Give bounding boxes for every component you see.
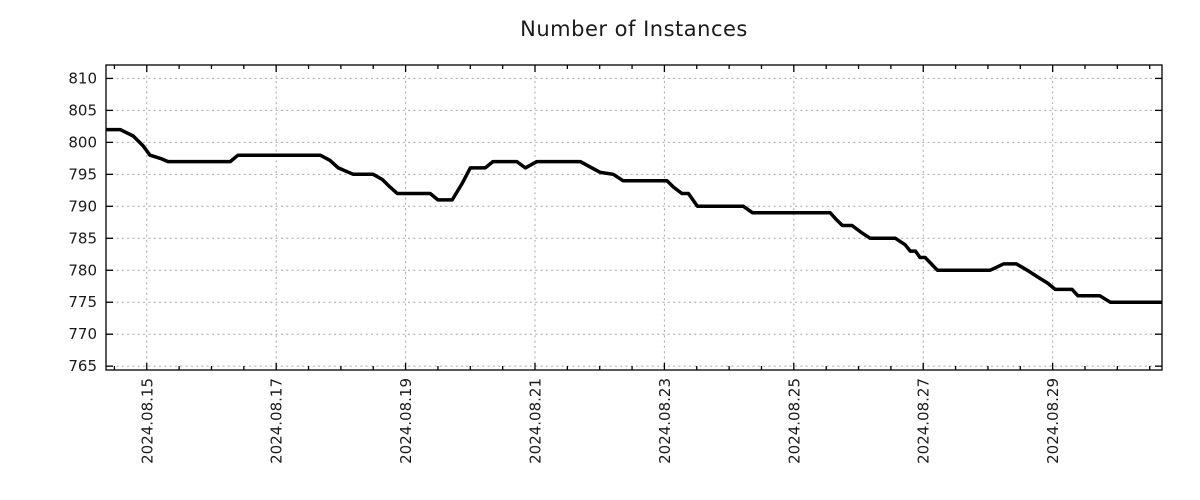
y-tick-label: 775 (68, 293, 97, 311)
x-tick-label: 2024.08.19 (397, 378, 415, 464)
y-tick-label: 800 (68, 133, 97, 151)
y-tick-label: 770 (68, 325, 97, 343)
y-tick-label: 790 (68, 197, 97, 215)
plot-border (105, 64, 1163, 371)
y-tick-label: 765 (68, 357, 97, 375)
data-line (106, 127, 1162, 304)
x-tick-label: 2024.08.27 (915, 378, 933, 464)
x-tick-label: 2024.08.23 (656, 378, 674, 464)
y-tick-label: 780 (68, 261, 97, 279)
y-tick-label: 785 (68, 229, 97, 247)
y-tick-label: 805 (68, 101, 97, 119)
x-tick-label: 2024.08.25 (785, 378, 803, 464)
x-tick-label: 2024.08.29 (1044, 378, 1062, 464)
chart-title: Number of Instances (520, 17, 748, 41)
x-tick-label: 2024.08.21 (527, 378, 545, 464)
x-tick-label: 2024.08.15 (138, 378, 156, 464)
y-tick-label: 795 (68, 165, 97, 183)
x-tick-label: 2024.08.17 (268, 378, 286, 464)
y-tick-label: 810 (68, 69, 97, 87)
